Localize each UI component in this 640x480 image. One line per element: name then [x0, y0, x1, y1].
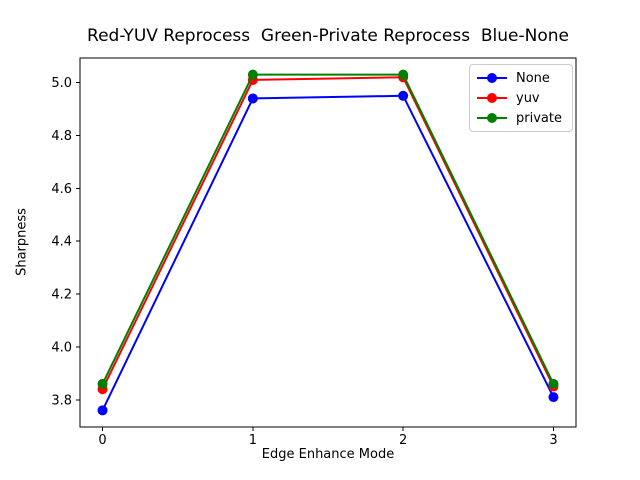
y-tick-label: 4.8 — [51, 129, 72, 144]
x-tick-label: 2 — [399, 433, 407, 448]
y-tick-label: 4.4 — [51, 235, 72, 250]
y-tick-label: 5.0 — [51, 76, 72, 91]
data-point-None — [398, 90, 409, 101]
y-tick-label: 4.2 — [51, 288, 72, 303]
data-point-private — [548, 378, 559, 389]
chart-title: Red-YUV Reprocess Green-Private Reproces… — [87, 26, 569, 46]
x-tick-label: 1 — [249, 433, 257, 448]
x-tick-label: 3 — [549, 433, 557, 448]
series-line-None — [101, 94, 555, 411]
data-point-None — [97, 405, 108, 416]
data-point-private — [398, 69, 409, 80]
data-point-None — [548, 392, 559, 403]
data-point-None — [247, 93, 258, 104]
legend-label: yuv — [516, 90, 540, 106]
axes-frame — [79, 57, 577, 428]
y-tick-label: 4.0 — [51, 340, 72, 355]
legend-entry-None: None — [477, 72, 565, 85]
legend-entry-private: private — [477, 112, 565, 125]
data-point-private — [97, 378, 108, 389]
legend-marker-icon — [477, 73, 507, 83]
data-point-private — [247, 69, 258, 80]
legend-label: private — [516, 110, 562, 126]
legend: None yuv private — [469, 64, 573, 132]
legend-marker-icon — [477, 93, 507, 103]
series-line-yuv — [101, 76, 555, 390]
series-line-private — [101, 73, 555, 385]
legend-label: None — [516, 70, 550, 86]
x-tick-label: 0 — [98, 433, 106, 448]
x-axis-label: Edge Enhance Mode — [261, 447, 395, 462]
y-tick-label: 4.6 — [51, 182, 72, 197]
y-axis-label: Sharpness — [14, 208, 30, 276]
legend-marker-icon — [477, 113, 507, 123]
y-tick-label: 3.8 — [51, 393, 72, 408]
legend-entry-yuv: yuv — [477, 92, 565, 105]
